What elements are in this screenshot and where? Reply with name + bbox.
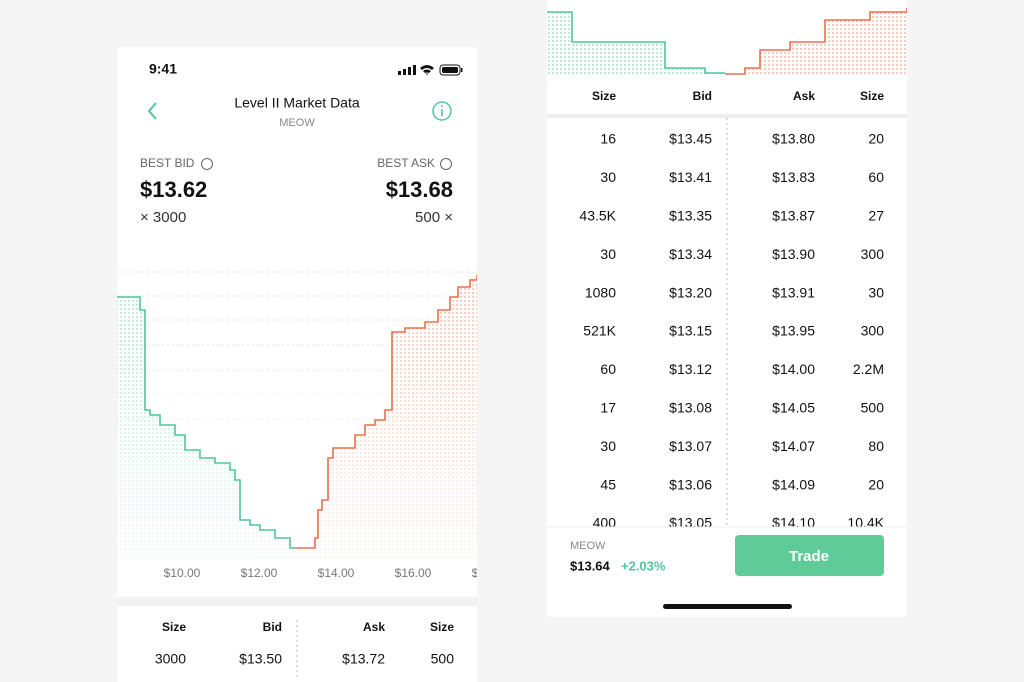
table-cell: $13.80 — [772, 131, 815, 147]
screen-subtitle: MEOW — [279, 117, 315, 129]
bid-depth-line — [547, 11, 725, 74]
x-tick-label: $10.00 — [164, 566, 201, 580]
table-cell: $13.72 — [342, 651, 385, 667]
bid-depth-line — [117, 296, 295, 549]
table-cell: $13.06 — [669, 476, 712, 492]
table-cell: 30 — [868, 284, 884, 300]
table-cell: 10.4K — [847, 515, 884, 531]
table-cell: $13.05 — [669, 515, 712, 531]
table-cell: $13.90 — [772, 246, 815, 262]
table-cell: 30 — [600, 438, 616, 454]
separator — [117, 597, 477, 606]
table-cell: $14.09 — [772, 476, 815, 492]
table-header: Size — [592, 89, 616, 103]
table-cell: $13.50 — [239, 651, 282, 667]
footer-symbol: MEOW — [570, 540, 606, 552]
table-cell: 80 — [868, 438, 884, 454]
footer-change: +2.03% — [621, 558, 666, 573]
table-cell: 521K — [583, 323, 616, 339]
table-header: Size — [162, 620, 186, 634]
best-ask-size: 500 × — [415, 209, 453, 226]
trade-button[interactable] — [735, 535, 884, 576]
x-tick-label: $ — [472, 566, 479, 580]
status-icons — [398, 64, 463, 76]
ask-depth-line — [295, 275, 477, 549]
table-cell: 30 — [600, 246, 616, 262]
table-header: Bid — [263, 620, 282, 634]
table-header: Size — [430, 620, 454, 634]
screen-title: Level II Market Data — [234, 95, 359, 111]
table-cell: 500 — [861, 400, 885, 416]
table-cell: 300 — [861, 246, 885, 262]
table-header: Ask — [793, 89, 815, 103]
header-shadow — [547, 114, 907, 118]
best-bid-size: × 3000 — [140, 209, 186, 226]
table-cell: 2.2M — [853, 361, 884, 377]
table-cell: $13.12 — [669, 361, 712, 377]
table-header: Bid — [693, 89, 712, 103]
best-ask-price: $13.68 — [386, 177, 453, 202]
table-cell: 16 — [600, 131, 616, 147]
table-cell: 17 — [600, 400, 616, 416]
best-bid-price: $13.62 — [140, 177, 207, 202]
table-cell: 500 — [431, 651, 455, 667]
table-cell: 30 — [600, 169, 616, 185]
info-button[interactable] — [432, 101, 452, 121]
table-cell: $13.87 — [772, 208, 815, 224]
table-cell: 60 — [868, 169, 884, 185]
bid-area — [547, 12, 725, 75]
ask-area — [725, 12, 907, 75]
table-cell: $13.83 — [772, 169, 815, 185]
x-tick-label: 0 — [109, 566, 116, 580]
table-cell: $14.10 — [772, 515, 815, 531]
best-bid-label: BEST BID — [140, 156, 195, 170]
status-time: 9:41 — [149, 61, 177, 77]
table-cell: 20 — [868, 131, 884, 147]
table-cell: $13.41 — [669, 169, 712, 185]
table-cell: $14.00 — [772, 361, 815, 377]
table-cell: $13.07 — [669, 438, 712, 454]
table-cell: 400 — [593, 515, 617, 531]
table-cell: $13.08 — [669, 400, 712, 416]
x-tick-label: $16.00 — [395, 566, 432, 580]
table-cell: 3000 — [155, 651, 186, 667]
back-button[interactable] — [147, 102, 157, 120]
table-header: Size — [860, 89, 884, 103]
table-cell: $13.45 — [669, 131, 712, 147]
best-ask-label: BEST ASK — [377, 156, 435, 170]
table-cell: 60 — [600, 361, 616, 377]
table-header-band — [547, 75, 907, 114]
ask-depth-line — [725, 8, 907, 75]
table-cell: $13.34 — [669, 246, 712, 262]
help-icon[interactable] — [201, 158, 213, 170]
x-tick-label: $12.00 — [241, 566, 278, 580]
table-cell: $14.05 — [772, 400, 815, 416]
table-cell: $13.15 — [669, 323, 712, 339]
table-cell: $13.95 — [772, 323, 815, 339]
table-cell: 43.5K — [579, 208, 616, 224]
trade-button-label[interactable]: Trade — [789, 548, 829, 565]
table-cell: 27 — [868, 208, 884, 224]
table-cell: 300 — [861, 323, 885, 339]
table-cell: $13.91 — [772, 284, 815, 300]
table-cell: 45 — [600, 476, 616, 492]
x-tick-label: $14.00 — [318, 566, 355, 580]
footer-price: $13.64 — [570, 558, 611, 573]
table-cell: 1080 — [585, 284, 616, 300]
table-cell: $13.35 — [669, 208, 712, 224]
table-header: Ask — [363, 620, 385, 634]
table-cell: $14.07 — [772, 438, 815, 454]
home-indicator — [663, 604, 792, 609]
table-cell: 20 — [868, 476, 884, 492]
table-cell: $13.20 — [669, 284, 712, 300]
help-icon[interactable] — [440, 158, 452, 170]
